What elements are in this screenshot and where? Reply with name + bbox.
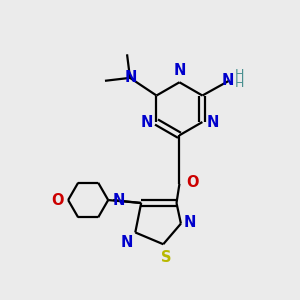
Text: N: N [112,193,125,208]
Text: N: N [124,70,137,86]
Text: N: N [141,115,153,130]
Text: N: N [222,73,235,88]
Text: H: H [235,77,244,90]
Text: O: O [186,175,198,190]
Text: N: N [121,236,133,250]
Text: N: N [183,214,196,230]
Text: O: O [51,193,64,208]
Text: S: S [161,250,171,265]
Text: N: N [207,115,219,130]
Text: H: H [235,68,244,81]
Text: N: N [173,63,186,78]
